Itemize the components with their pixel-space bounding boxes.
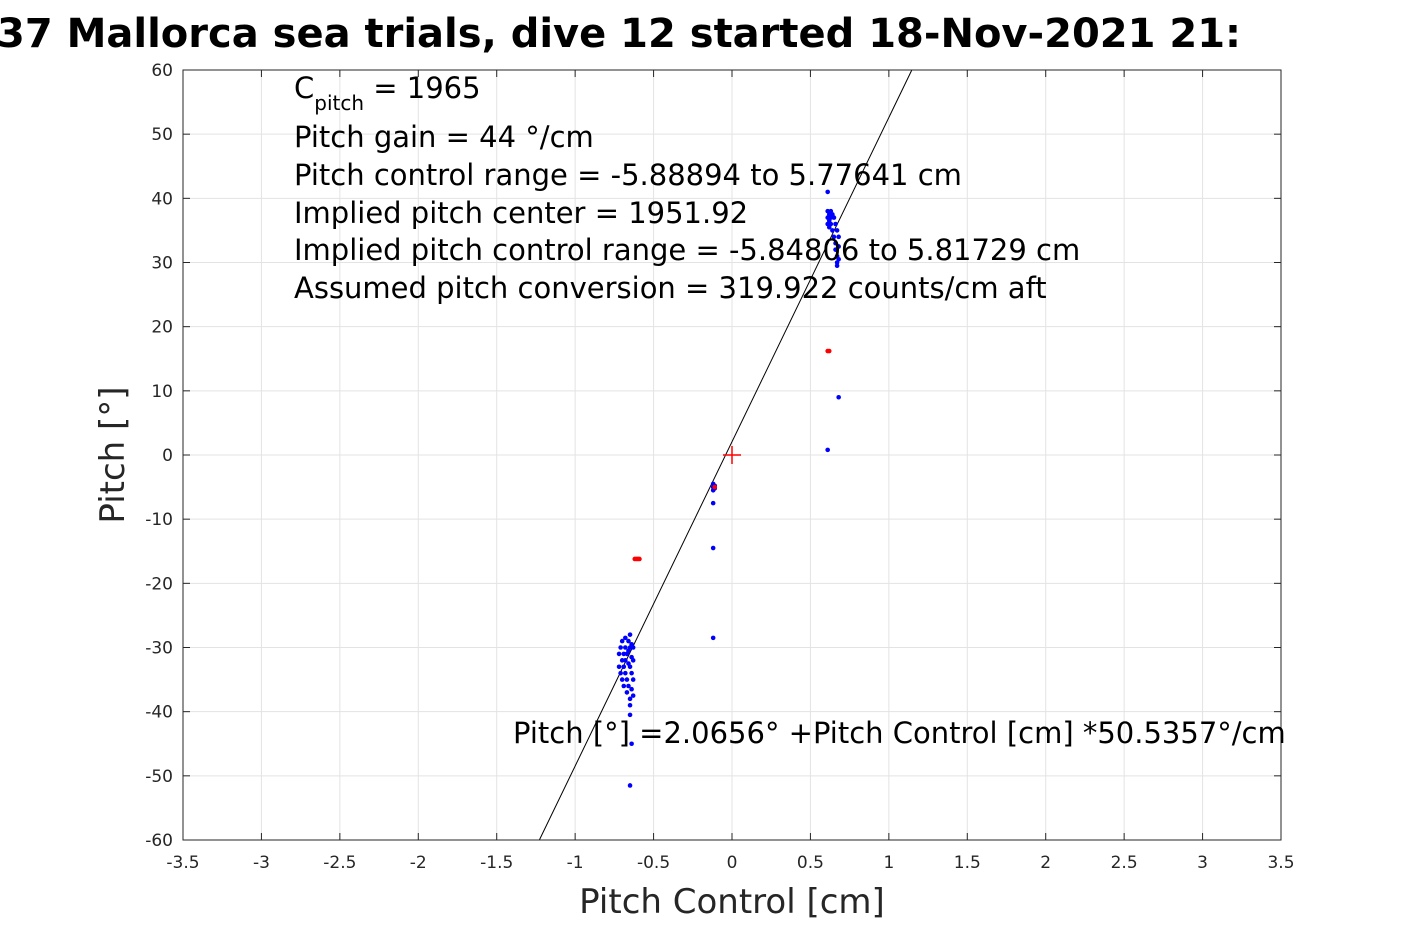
annotation-line: Assumed pitch conversion = 319.922 count… (294, 271, 1047, 305)
c-pitch-main: C (294, 71, 314, 105)
data-point (629, 670, 634, 676)
data-point (619, 677, 625, 682)
data-point (630, 677, 636, 682)
data-point (619, 638, 625, 644)
data-point (627, 664, 633, 670)
data-point (836, 394, 841, 400)
x-axis-label: Pitch Control [cm] (579, 882, 885, 922)
data-point (624, 677, 630, 682)
center-marker-group (723, 446, 741, 464)
data-point (623, 645, 628, 650)
x-tick-label: 0 (727, 853, 738, 873)
data-point (712, 484, 718, 490)
x-tick-label: 2 (1040, 853, 1051, 873)
data-point (637, 556, 642, 562)
data-point (825, 447, 830, 453)
x-tick-label: -1.5 (480, 853, 513, 873)
data-point (627, 712, 633, 718)
data-point (623, 670, 628, 676)
data-point (627, 702, 633, 708)
c-pitch-value: = 1965 (364, 71, 481, 105)
y-axis-label: Pitch [°] (93, 386, 133, 523)
x-tick-label: 3 (1197, 853, 1208, 873)
data-point (618, 670, 623, 676)
data-point (833, 221, 838, 227)
x-tick-label: 1 (883, 853, 894, 873)
data-point (623, 635, 628, 641)
annotation-line: Pitch control range = -5.88894 to 5.7764… (294, 158, 962, 192)
data-point (830, 228, 835, 233)
x-tick-label: -3.5 (166, 853, 199, 873)
y-tick-label: 50 (151, 125, 173, 145)
data-point (826, 348, 832, 354)
data-point (629, 686, 634, 692)
y-tick-label: -60 (145, 831, 173, 851)
data-point (834, 228, 840, 233)
y-tick-label: 10 (151, 382, 173, 402)
data-point (630, 645, 636, 650)
data-point (710, 635, 716, 641)
data-point (630, 658, 636, 663)
y-tick-label: -10 (145, 510, 173, 530)
annotation-line: Implied pitch center = 1951.92 (294, 196, 748, 230)
y-tick-label: 60 (151, 61, 173, 81)
data-point (831, 215, 837, 220)
x-tick-label: -0.5 (637, 853, 670, 873)
data-point (710, 545, 716, 551)
data-point (834, 263, 840, 269)
data-point (627, 632, 633, 637)
data-point (623, 658, 628, 663)
c-pitch-annotation: Cpitch = 1965 (294, 71, 481, 115)
data-point (627, 783, 633, 788)
data-point (626, 638, 631, 644)
data-point (833, 247, 838, 252)
data-point (626, 683, 631, 689)
data-points (616, 189, 841, 788)
x-tick-label: -3 (253, 853, 270, 873)
data-point (621, 664, 627, 670)
data-point (836, 256, 841, 262)
y-tick-label: -30 (145, 639, 173, 659)
data-point (836, 244, 841, 249)
ticks: -3.5 -3 -2.5 -2 -1.5 -1 -0.5 0 0.5 1 1.5 2 2.5 3 3.5 -6… (145, 61, 1294, 873)
y-tick-label: -50 (145, 767, 173, 787)
data-point (618, 645, 623, 650)
x-tick-label: 1.5 (954, 853, 981, 873)
y-tick-label: 0 (162, 446, 173, 466)
x-tick-label: -2 (410, 853, 427, 873)
y-tick-label: -40 (145, 703, 173, 723)
fit-equation-label: Pitch [°] =2.0656° +Pitch Control [cm] *… (513, 716, 1286, 750)
annotation-line: Pitch gain = 44 °/cm (294, 120, 594, 154)
annotations: Cpitch = 1965 Pitch gain = 44 °/cm Pitch… (294, 71, 1286, 750)
data-point (624, 690, 630, 695)
data-point (621, 683, 627, 689)
data-point (710, 500, 716, 506)
x-tick-label: -1 (567, 853, 584, 873)
x-tick-label: 2.5 (1111, 853, 1138, 873)
y-tick-label: 20 (151, 318, 173, 338)
x-tick-label: -2.5 (323, 853, 356, 873)
y-tick-label: -20 (145, 574, 173, 594)
y-tick-label: 30 (151, 254, 173, 274)
data-point (629, 741, 634, 747)
data-point (627, 696, 633, 702)
c-pitch-sub: pitch (314, 91, 364, 115)
y-tick-label: 40 (151, 189, 173, 209)
data-point (833, 240, 838, 246)
data-point (616, 651, 622, 657)
data-point (616, 664, 622, 670)
data-point (836, 234, 841, 240)
x-tick-label: 3.5 (1267, 853, 1294, 873)
annotation-line: Implied pitch control range = -5.84806 t… (294, 233, 1080, 267)
data-point (630, 693, 636, 698)
data-point (828, 221, 834, 227)
data-point (825, 189, 830, 195)
chart-title: 37 Mallorca sea trials, dive 12 started … (0, 11, 1241, 57)
x-tick-label: 0.5 (797, 853, 824, 873)
data-point (831, 234, 837, 240)
